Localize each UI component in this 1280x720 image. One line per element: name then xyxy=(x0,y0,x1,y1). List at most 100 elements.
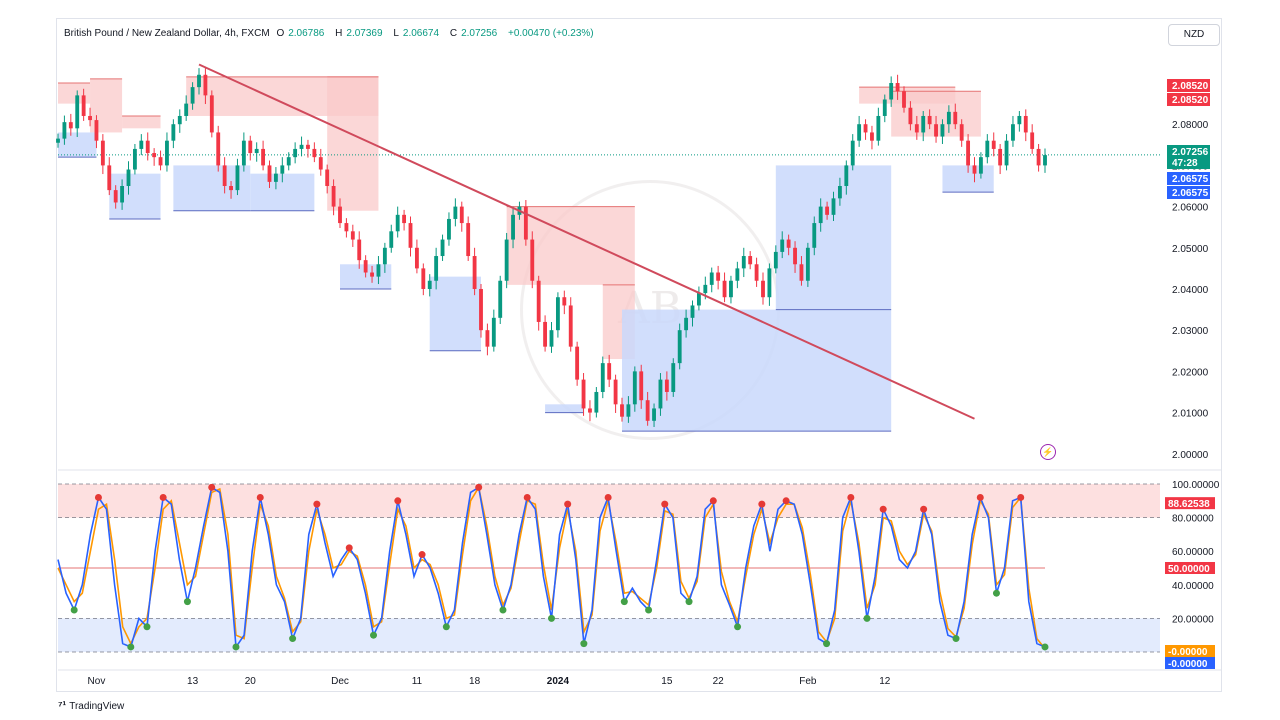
candle-body xyxy=(966,140,971,166)
candle-body xyxy=(100,140,105,166)
candle-body xyxy=(158,157,163,166)
candle-body xyxy=(978,157,983,174)
price-badge-bg xyxy=(1167,186,1210,199)
candle-body xyxy=(370,272,374,277)
candle-body xyxy=(132,148,137,170)
candle-body xyxy=(190,87,195,104)
osc-trough-dot xyxy=(548,614,555,622)
candle-body xyxy=(793,247,797,265)
candle-body xyxy=(376,264,381,277)
candle-body xyxy=(241,140,246,166)
x-tick-label: 2024 xyxy=(547,676,570,687)
candle-body xyxy=(927,115,932,125)
candle-body xyxy=(1036,148,1041,166)
osc-trough-dot xyxy=(143,623,151,631)
candle-body xyxy=(126,169,131,186)
osc-tick-label: 20.00000 xyxy=(1172,614,1214,625)
candle-body xyxy=(511,214,515,240)
candle-body xyxy=(408,223,413,248)
candle-body xyxy=(620,404,624,417)
x-tick-label: Feb xyxy=(799,676,817,687)
osc-peak-dot xyxy=(920,505,928,513)
candle-body xyxy=(56,138,60,143)
candle-body xyxy=(562,297,567,306)
osc-trough-dot xyxy=(734,623,742,631)
candle-body xyxy=(837,186,842,199)
candle-body xyxy=(998,148,1003,166)
osc-tick-label: 60.00000 xyxy=(1172,547,1214,558)
candle-body xyxy=(306,144,310,149)
candle-body xyxy=(658,379,663,409)
candle-body xyxy=(536,280,541,322)
price-badge: 2.06575 xyxy=(1167,186,1210,199)
price-badge-bg xyxy=(1167,79,1210,92)
candle-body xyxy=(338,206,342,224)
osc-badge-text: 50.00000 xyxy=(1168,564,1210,575)
osc-peak-dot xyxy=(758,500,766,508)
osc-badge-bg xyxy=(1165,497,1215,510)
candle-body xyxy=(953,111,958,125)
high-label: H xyxy=(335,28,343,39)
candle-body xyxy=(1043,155,1047,166)
candle-body xyxy=(908,107,913,125)
candle-body xyxy=(1030,132,1035,149)
osc-trough-dot xyxy=(823,640,831,648)
lightning-icon[interactable]: ⚡ xyxy=(1040,444,1056,460)
osc-peak-dot xyxy=(475,483,483,491)
x-tick-label: 18 xyxy=(469,676,481,687)
candle-body xyxy=(921,115,926,133)
candle-body xyxy=(120,186,125,203)
price-tick-label: 2.02000 xyxy=(1172,367,1209,378)
candle-body xyxy=(523,206,528,240)
candle-body xyxy=(203,74,208,96)
osc-peak-dot xyxy=(394,497,402,505)
osc-trough-dot xyxy=(499,606,507,614)
candle-body xyxy=(466,223,471,257)
candle-body xyxy=(799,264,804,281)
candle-body xyxy=(716,272,721,281)
price-badge-bg xyxy=(1167,172,1210,185)
candle-body xyxy=(62,122,67,139)
osc-trough-dot xyxy=(232,643,240,651)
price-badge: 47:28 xyxy=(1167,156,1210,169)
candle-body xyxy=(113,190,118,203)
candle-body xyxy=(754,264,759,281)
candle-body xyxy=(773,251,778,269)
footer-brand[interactable]: TradingView xyxy=(69,700,125,712)
candle-body xyxy=(293,148,298,158)
candle-body xyxy=(607,363,612,380)
osc-trough-dot xyxy=(70,606,78,614)
low-label: L xyxy=(393,28,399,39)
symbol-title: British Pound / New Zealand Dollar, 4h, … xyxy=(64,28,270,39)
osc-badge-bg xyxy=(1165,562,1215,574)
ohlc-close: C 2.07256 xyxy=(450,28,501,39)
candle-body xyxy=(88,115,92,121)
osc-peak-dot xyxy=(976,493,984,501)
candle-body xyxy=(594,391,599,413)
candle-body xyxy=(940,124,945,137)
candle-body xyxy=(652,408,656,421)
candle-body xyxy=(946,111,951,125)
candle-body xyxy=(414,247,419,269)
price-badge-text: 2.06575 xyxy=(1172,174,1209,185)
osc-peak-dot xyxy=(1017,493,1025,501)
candle-body xyxy=(261,148,266,166)
candle-body xyxy=(985,140,990,158)
candle-body xyxy=(344,223,349,232)
candle-body xyxy=(581,379,586,409)
candle-body xyxy=(504,239,509,281)
candle-body xyxy=(588,408,592,413)
x-tick-label: 20 xyxy=(245,676,257,687)
candle-body xyxy=(639,371,644,401)
candle-body xyxy=(479,288,483,331)
currency-button[interactable]: NZD xyxy=(1168,24,1220,46)
candle-body xyxy=(312,148,317,158)
candle-body xyxy=(902,91,906,108)
osc-peak-dot xyxy=(709,497,717,505)
candle-body xyxy=(889,83,894,100)
candle-body xyxy=(402,214,407,224)
candle-body xyxy=(1017,115,1022,125)
candle-body xyxy=(677,330,682,364)
candle-body xyxy=(209,95,214,133)
